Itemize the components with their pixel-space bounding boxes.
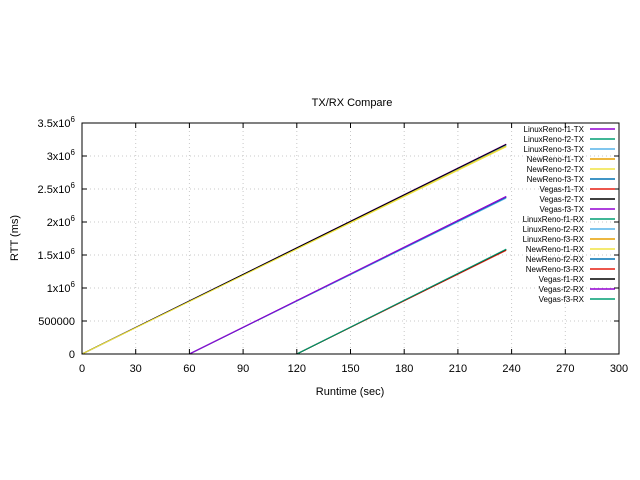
y-tick-label: 500000 — [38, 316, 75, 328]
legend-label: Vegas-f2-TX — [540, 195, 585, 204]
legend-label: NewReno-f3-RX — [526, 265, 585, 274]
y-tick-label: 2.5x106 — [38, 181, 76, 196]
x-tick-label: 90 — [237, 363, 249, 375]
legend-label: Vegas-f3-RX — [539, 295, 585, 304]
y-tick-label-base: 500000 — [38, 316, 75, 328]
series-line-newreno-f1-rx — [81, 146, 507, 355]
x-tick-label: 60 — [183, 363, 195, 375]
legend-label: NewReno-f2-RX — [526, 255, 585, 264]
y-tick-label-base: 1x10 — [47, 283, 71, 295]
legend-label: NewReno-f2-TX — [527, 165, 585, 174]
y-tick-label-exponent: 6 — [71, 115, 76, 124]
legend-label: NewReno-f1-TX — [527, 155, 585, 164]
legend-label: LinuxReno-f2-RX — [523, 225, 585, 234]
y-axis-label: RTT (ms) — [9, 215, 21, 261]
legend-label: Vegas-f3-TX — [540, 205, 585, 214]
y-tick-label-base: 0 — [69, 349, 75, 361]
y-tick-label-exponent: 6 — [71, 280, 76, 289]
legend-label: LinuxReno-f3-TX — [524, 145, 585, 154]
legend-label: LinuxReno-f1-RX — [523, 215, 585, 224]
y-tick-label: 1x106 — [47, 280, 76, 295]
legend-label: Vegas-f1-TX — [540, 185, 585, 194]
y-tick-label-base: 3x10 — [47, 151, 71, 163]
series-line-vegas-f3-rx — [296, 248, 507, 355]
y-tick-label-exponent: 6 — [71, 247, 76, 256]
axis-ticks: 0 30 60 90 120 150 180 210 240 270 30005000001x106… — [38, 115, 629, 375]
series-lines — [81, 143, 507, 355]
x-tick-label: 210 — [449, 363, 467, 375]
y-tick-label-exponent: 6 — [71, 181, 76, 190]
series-line-vegas-f2-rx — [189, 196, 507, 355]
legend-label: LinuxReno-f3-RX — [523, 235, 585, 244]
y-tick-label-base: 2.5x10 — [38, 184, 71, 196]
x-tick-label: 240 — [502, 363, 520, 375]
y-tick-label-base: 1.5x10 — [38, 250, 71, 262]
legend-label: NewReno-f1-RX — [526, 245, 585, 254]
y-tick-label: 2x106 — [47, 214, 76, 229]
legend-label: LinuxReno-f2-TX — [524, 135, 585, 144]
y-tick-label: 3x106 — [47, 148, 76, 163]
x-tick-label: 300 — [610, 363, 628, 375]
y-tick-label: 3.5x106 — [38, 115, 76, 130]
legend-label: Vegas-f1-RX — [539, 275, 585, 284]
x-tick-label: 270 — [556, 363, 574, 375]
y-tick-label-base: 3.5x10 — [38, 118, 71, 130]
x-tick-label: 120 — [288, 363, 306, 375]
x-axis-label: Runtime (sec) — [316, 386, 384, 398]
x-tick-label: 150 — [341, 363, 359, 375]
legend-label: Vegas-f2-RX — [539, 285, 585, 294]
x-tick-label: 0 — [79, 363, 85, 375]
legend-label: LinuxReno-f1-TX — [524, 125, 585, 134]
x-tick-label: 180 — [395, 363, 413, 375]
x-tick-label: 30 — [130, 363, 142, 375]
y-tick-label-base: 2x10 — [47, 217, 71, 229]
y-tick-label: 0 — [69, 349, 75, 361]
legend: LinuxReno-f1-TXLinuxReno-f2-TXLinuxReno-… — [523, 125, 615, 304]
legend-label: NewReno-f3-TX — [527, 175, 585, 184]
y-tick-label-exponent: 6 — [71, 148, 76, 157]
y-tick-label-exponent: 6 — [71, 214, 76, 223]
chart-title: TX/RX Compare — [312, 97, 393, 109]
y-tick-label: 1.5x106 — [38, 247, 76, 262]
